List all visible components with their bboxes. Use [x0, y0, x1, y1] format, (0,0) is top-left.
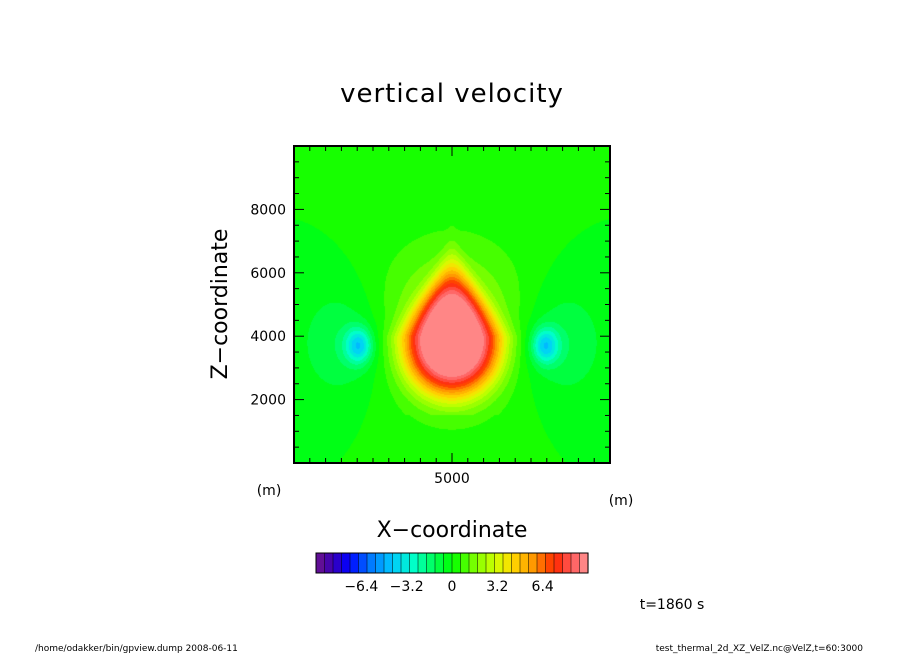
colorbar-cell	[392, 552, 402, 574]
colorbar-cell	[494, 552, 504, 574]
y-axis-unit: (m)	[257, 483, 282, 499]
colorbar-cell	[358, 552, 368, 574]
colorbar-cell	[349, 552, 360, 574]
x-tick-labels: 5000	[434, 471, 470, 487]
colorbar-cell	[528, 552, 538, 574]
x-tick-label: 5000	[434, 471, 470, 487]
colorbar: −6.4 −3.2 0 3.2 6.4	[315, 552, 589, 595]
x-axis-title: X−coordinate	[377, 518, 528, 543]
major-ticks	[294, 146, 610, 463]
colorbar-cell	[426, 552, 436, 574]
colorbar-cell	[545, 552, 555, 574]
chart-title: vertical velocity	[340, 79, 564, 109]
colorbar-cell	[443, 552, 453, 574]
colorbar-cell	[511, 552, 521, 574]
footer-left: /home/odakker/bin/gpview.dump 2008-06-11	[35, 644, 238, 654]
colorbar-cell	[485, 552, 496, 574]
y-tick-label: 6000	[250, 266, 286, 282]
colorbar-cell	[400, 552, 411, 574]
minor-ticks	[294, 146, 610, 463]
colorbar-cell	[375, 552, 385, 574]
y-tick-label: 8000	[250, 202, 286, 218]
y-tick-label: 4000	[250, 329, 286, 345]
footer-right: test_thermal_2d_XZ_VelZ.nc@VelZ,t=60:300…	[656, 644, 864, 654]
colorbar-cells	[315, 552, 589, 574]
colorbar-cell	[434, 552, 445, 574]
colorbar-cell	[324, 552, 334, 574]
colorbar-cell	[341, 552, 351, 574]
colorbar-tick-label: −3.2	[390, 579, 424, 595]
colorbar-cell	[383, 552, 394, 574]
colorbar-cell	[460, 552, 470, 574]
colorbar-tick-label: 6.4	[532, 579, 554, 595]
colorbar-cell	[451, 552, 462, 574]
colorbar-cell	[502, 552, 513, 574]
colorbar-tick-label: −6.4	[344, 579, 378, 595]
colorbar-cell	[570, 552, 581, 574]
colorbar-ticks: −6.4 −3.2 0 3.2 6.4	[344, 579, 554, 595]
colorbar-cell	[477, 552, 487, 574]
plot-area	[293, 145, 611, 464]
colorbar-cell	[536, 552, 547, 574]
colorbar-cell	[366, 552, 377, 574]
colorbar-tick-label: 3.2	[486, 579, 508, 595]
colorbar-tick-label: 0	[448, 579, 457, 595]
y-axis-title: Z−coordinate	[208, 229, 233, 380]
colorbar-cell	[579, 552, 589, 574]
colorbar-cell	[315, 552, 326, 574]
x-axis-unit: (m)	[609, 493, 634, 509]
colorbar-cell	[409, 552, 419, 574]
colorbar-cell	[553, 552, 564, 574]
colorbar-cell	[468, 552, 479, 574]
colorbar-frame	[315, 552, 589, 574]
y-tick-label: 2000	[250, 393, 286, 409]
colorbar-cell	[562, 552, 572, 574]
y-tick-labels: 2000 4000 6000 8000	[250, 202, 286, 408]
colorbar-cell	[417, 552, 428, 574]
colorbar-cell	[519, 552, 530, 574]
colorbar-cell	[332, 552, 343, 574]
time-label: t=1860 s	[640, 597, 705, 613]
heatmap-field	[294, 146, 610, 463]
